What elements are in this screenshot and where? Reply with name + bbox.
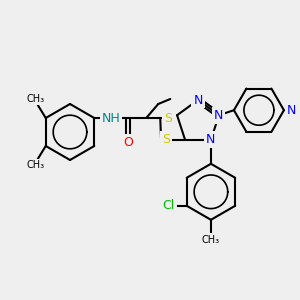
Text: N: N <box>193 94 203 106</box>
Text: S: S <box>162 133 170 146</box>
Text: N: N <box>206 133 216 146</box>
Text: CH₃: CH₃ <box>202 235 220 245</box>
Text: NH: NH <box>102 112 121 124</box>
Text: O: O <box>123 136 133 148</box>
Text: N: N <box>214 109 224 122</box>
Text: S: S <box>164 112 172 124</box>
Text: N: N <box>287 104 297 117</box>
Text: CH₃: CH₃ <box>27 94 45 104</box>
Text: Cl: Cl <box>163 199 175 212</box>
Text: CH₃: CH₃ <box>27 160 45 170</box>
